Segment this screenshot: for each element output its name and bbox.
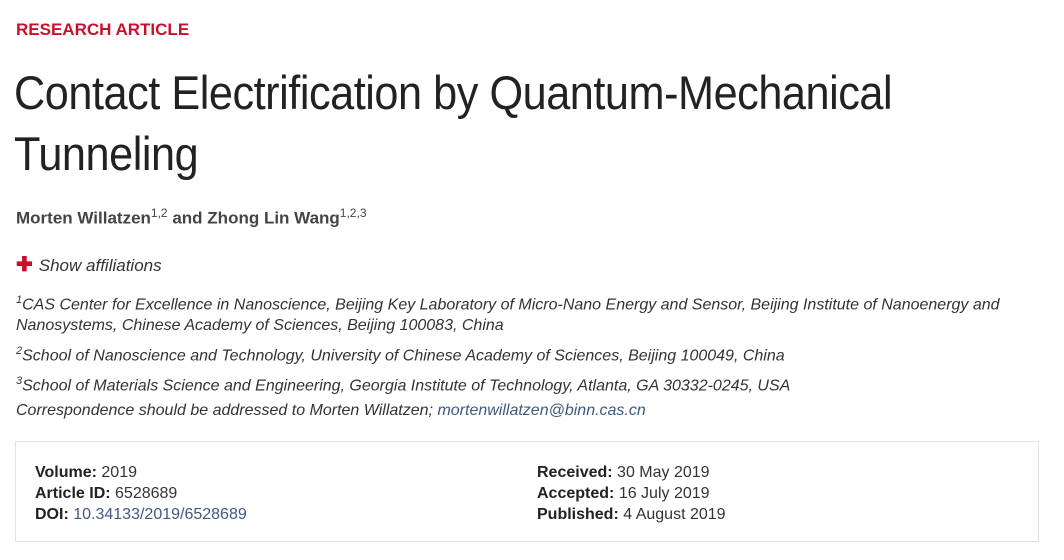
- article-id-value: 6528689: [115, 485, 178, 502]
- affiliation-number: 3: [16, 375, 23, 387]
- article-type-label: RESEARCH ARTICLE: [16, 20, 190, 39]
- affiliation-item: 2School of Nanoscience and Technology, U…: [16, 341, 1046, 366]
- volume-label: Volume:: [35, 464, 97, 481]
- accepted-value: 16 July 2019: [618, 485, 710, 502]
- affiliation-text: School of Materials Science and Engineer…: [22, 377, 791, 395]
- article-metadata-box: Volume: 2019 Article ID: 6528689 DOI: 10…: [15, 441, 1039, 542]
- affiliation-item: 3School of Materials Science and Enginee…: [16, 371, 1046, 396]
- affiliation-text: CAS Center for Excellence in Nanoscience…: [16, 296, 1000, 335]
- author-link[interactable]: Zhong Lin Wang: [207, 208, 340, 228]
- article-id-label: Article ID:: [35, 485, 111, 502]
- received-label: Received:: [537, 464, 613, 481]
- published-value: 4 August 2019: [623, 506, 726, 523]
- page-title: Contact Electrification by Quantum-Mecha…: [14, 66, 893, 180]
- author-list: Morten Willatzen1,2 and Zhong Lin Wang1,…: [16, 206, 367, 229]
- correspondence-email-link[interactable]: mortenwillatzen@binn.cas.cn: [437, 402, 646, 419]
- correspondence-text: Correspondence should be addressed to Mo…: [16, 402, 433, 419]
- author-affiliation-refs: 1,2,3: [339, 206, 367, 220]
- affiliation-text: School of Nanoscience and Technology, Un…: [22, 347, 785, 365]
- show-affiliations-label: Show affiliations: [38, 256, 162, 275]
- correspondence: Correspondence should be addressed to Mo…: [16, 400, 1046, 421]
- doi-link[interactable]: 10.34133/2019/6528689: [73, 506, 247, 523]
- affiliation-number: 2: [16, 345, 23, 357]
- accepted-label: Accepted:: [537, 485, 615, 502]
- volume-value: 2019: [101, 464, 137, 481]
- published-label: Published:: [537, 506, 619, 523]
- plus-icon: ✚: [16, 254, 33, 276]
- authors-joiner: and: [172, 208, 203, 228]
- affiliation-number: 1: [16, 294, 23, 306]
- doi-label: DOI:: [35, 506, 69, 523]
- show-affiliations-toggle[interactable]: ✚ Show affiliations: [16, 252, 162, 277]
- received-value: 30 May 2019: [617, 464, 710, 481]
- publication-info: Volume: 2019 Article ID: 6528689 DOI: 10…: [35, 462, 247, 525]
- dates-info: Received: 30 May 2019 Accepted: 16 July …: [537, 462, 726, 525]
- author-link[interactable]: Morten Willatzen: [16, 208, 151, 228]
- author-affiliation-refs: 1,2: [150, 206, 168, 220]
- affiliation-item: 1CAS Center for Excellence in Nanoscienc…: [16, 290, 1046, 336]
